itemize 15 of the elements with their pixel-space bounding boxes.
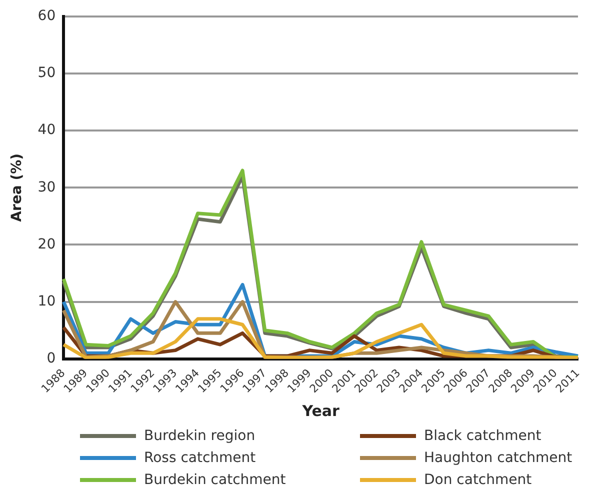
x-axis-title: Year (301, 402, 340, 420)
y-tick-label: 0 (46, 350, 56, 367)
legend-label: Burdekin region (144, 428, 256, 444)
legend-label: Haughton catchment (424, 450, 572, 466)
y-tick-label: 20 (38, 236, 56, 252)
legend-label: Ross catchment (144, 450, 256, 466)
legend-label: Don catchment (424, 472, 532, 488)
y-axis-title: Area (%) (9, 153, 26, 222)
y-tick-label: 60 (38, 8, 56, 24)
legend-label: Black catchment (424, 428, 542, 444)
legend-label: Burdekin catchment (144, 472, 286, 488)
y-tick-label: 30 (38, 179, 56, 196)
y-tick-label: 10 (38, 293, 56, 310)
y-tick-label: 40 (38, 122, 56, 138)
y-tick-label: 50 (38, 65, 56, 82)
